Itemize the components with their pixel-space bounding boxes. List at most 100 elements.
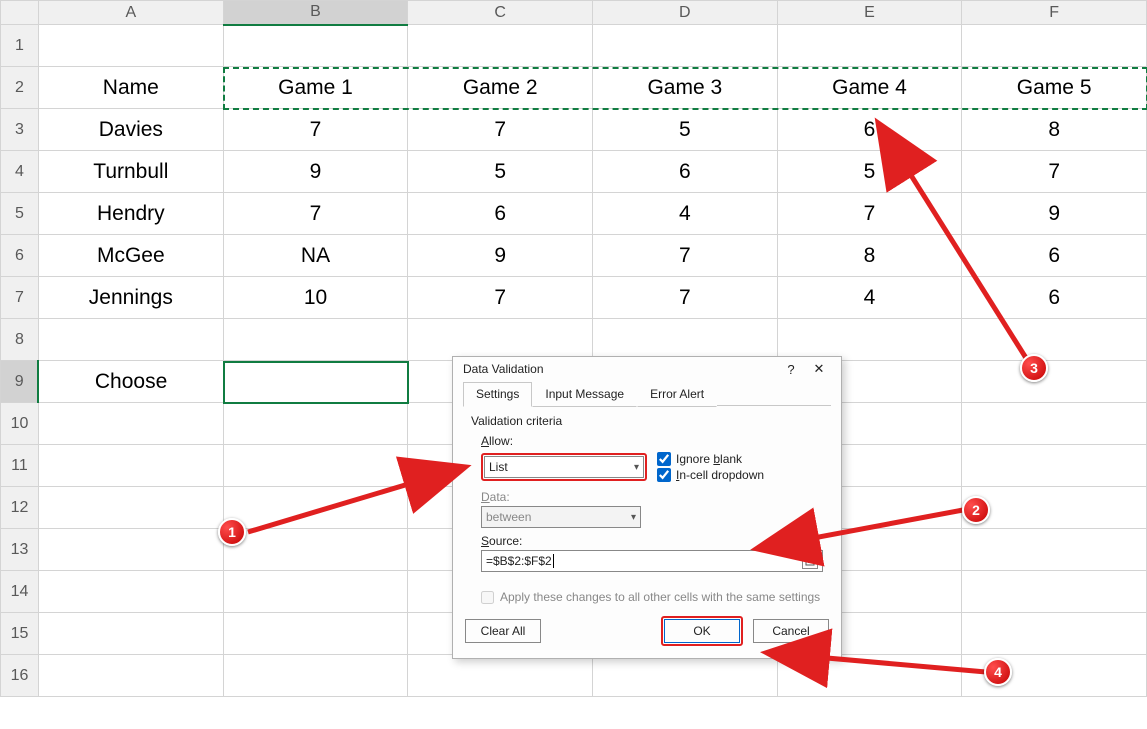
cell-E3[interactable]: 6	[777, 109, 962, 151]
cell-D4[interactable]: 6	[593, 151, 778, 193]
cell-B10[interactable]	[223, 403, 408, 445]
cell-C2[interactable]: Game 2	[408, 67, 593, 109]
range-selector-button[interactable]	[802, 553, 818, 569]
cancel-button[interactable]: Cancel	[753, 619, 829, 643]
row-header-7[interactable]: 7	[1, 277, 39, 319]
incell-dropdown-input[interactable]	[657, 468, 671, 482]
row-header-4[interactable]: 4	[1, 151, 39, 193]
cell-B4[interactable]: 9	[223, 151, 408, 193]
cell-E2[interactable]: Game 4	[777, 67, 962, 109]
source-input[interactable]: =$B$2:$F$2	[481, 550, 823, 572]
cell-D6[interactable]: 7	[593, 235, 778, 277]
dialog-close-button[interactable]: ✕	[805, 361, 833, 377]
cell-F6[interactable]: 6	[962, 235, 1147, 277]
cell-A5[interactable]: Hendry	[38, 193, 223, 235]
cell-D16[interactable]	[593, 655, 778, 697]
cell-B3[interactable]: 7	[223, 109, 408, 151]
row-header-8[interactable]: 8	[1, 319, 39, 361]
incell-dropdown-checkbox[interactable]: In-cell dropdown	[657, 468, 764, 482]
row-header-13[interactable]: 13	[1, 529, 39, 571]
cell-F8[interactable]	[962, 319, 1147, 361]
cell-F13[interactable]	[962, 529, 1147, 571]
cell-E8[interactable]	[777, 319, 962, 361]
row-header-12[interactable]: 12	[1, 487, 39, 529]
tab-error-alert[interactable]: Error Alert	[637, 382, 717, 407]
cell-E7[interactable]: 4	[777, 277, 962, 319]
row-header-6[interactable]: 6	[1, 235, 39, 277]
cell-E5[interactable]: 7	[777, 193, 962, 235]
cell-C16[interactable]	[408, 655, 593, 697]
cell-B15[interactable]	[223, 613, 408, 655]
cell-F9[interactable]	[962, 361, 1147, 403]
cell-F11[interactable]	[962, 445, 1147, 487]
ignore-blank-checkbox[interactable]: Ignore blank	[657, 452, 764, 466]
cell-C4[interactable]: 5	[408, 151, 593, 193]
cell-D8[interactable]	[593, 319, 778, 361]
col-header-C[interactable]: C	[408, 1, 593, 25]
cell-A14[interactable]	[38, 571, 223, 613]
cell-A2[interactable]: Name	[38, 67, 223, 109]
cell-B6[interactable]: NA	[223, 235, 408, 277]
cell-D2[interactable]: Game 3	[593, 67, 778, 109]
cell-B2[interactable]: Game 1	[223, 67, 408, 109]
cell-B5[interactable]: 7	[223, 193, 408, 235]
cell-A3[interactable]: Davies	[38, 109, 223, 151]
cell-A7[interactable]: Jennings	[38, 277, 223, 319]
ok-button[interactable]: OK	[664, 619, 740, 643]
cell-D7[interactable]: 7	[593, 277, 778, 319]
cell-E6[interactable]: 8	[777, 235, 962, 277]
tab-settings[interactable]: Settings	[463, 382, 532, 407]
clear-all-button[interactable]: Clear All	[465, 619, 541, 643]
row-header-5[interactable]: 5	[1, 193, 39, 235]
cell-F2[interactable]: Game 5	[962, 67, 1147, 109]
cell-B1[interactable]	[223, 25, 408, 67]
cell-A16[interactable]	[38, 655, 223, 697]
dialog-help-button[interactable]: ?	[777, 362, 805, 377]
cell-A9[interactable]: Choose	[38, 361, 223, 403]
cell-C8[interactable]	[408, 319, 593, 361]
cell-A13[interactable]	[38, 529, 223, 571]
cell-E1[interactable]	[777, 25, 962, 67]
row-header-2[interactable]: 2	[1, 67, 39, 109]
ignore-blank-input[interactable]	[657, 452, 671, 466]
row-header-11[interactable]: 11	[1, 445, 39, 487]
cell-F4[interactable]: 7	[962, 151, 1147, 193]
cell-B12[interactable]	[223, 487, 408, 529]
allow-dropdown[interactable]: List ▾	[484, 456, 644, 478]
cell-F5[interactable]: 9	[962, 193, 1147, 235]
cell-D5[interactable]: 4	[593, 193, 778, 235]
cell-B14[interactable]	[223, 571, 408, 613]
cell-B7[interactable]: 10	[223, 277, 408, 319]
col-header-E[interactable]: E	[777, 1, 962, 25]
tab-input-message[interactable]: Input Message	[532, 382, 637, 407]
cell-E4[interactable]: 5	[777, 151, 962, 193]
row-header-9[interactable]: 9	[1, 361, 39, 403]
row-header-15[interactable]: 15	[1, 613, 39, 655]
cell-A1[interactable]	[38, 25, 223, 67]
cell-C3[interactable]: 7	[408, 109, 593, 151]
row-header-14[interactable]: 14	[1, 571, 39, 613]
cell-B9[interactable]	[223, 361, 408, 403]
col-header-D[interactable]: D	[593, 1, 778, 25]
cell-A12[interactable]	[38, 487, 223, 529]
cell-D3[interactable]: 5	[593, 109, 778, 151]
col-header-B[interactable]: B	[223, 1, 408, 25]
row-header-3[interactable]: 3	[1, 109, 39, 151]
col-header-A[interactable]: A	[38, 1, 223, 25]
cell-B8[interactable]	[223, 319, 408, 361]
cell-C1[interactable]	[408, 25, 593, 67]
cell-A10[interactable]	[38, 403, 223, 445]
cell-A11[interactable]	[38, 445, 223, 487]
cell-C6[interactable]: 9	[408, 235, 593, 277]
cell-D1[interactable]	[593, 25, 778, 67]
row-header-10[interactable]: 10	[1, 403, 39, 445]
row-header-1[interactable]: 1	[1, 25, 39, 67]
cell-F10[interactable]	[962, 403, 1147, 445]
cell-A15[interactable]	[38, 613, 223, 655]
cell-F14[interactable]	[962, 571, 1147, 613]
cell-B13[interactable]	[223, 529, 408, 571]
cell-F3[interactable]: 8	[962, 109, 1147, 151]
cell-C7[interactable]: 7	[408, 277, 593, 319]
cell-F1[interactable]	[962, 25, 1147, 67]
cell-A8[interactable]	[38, 319, 223, 361]
